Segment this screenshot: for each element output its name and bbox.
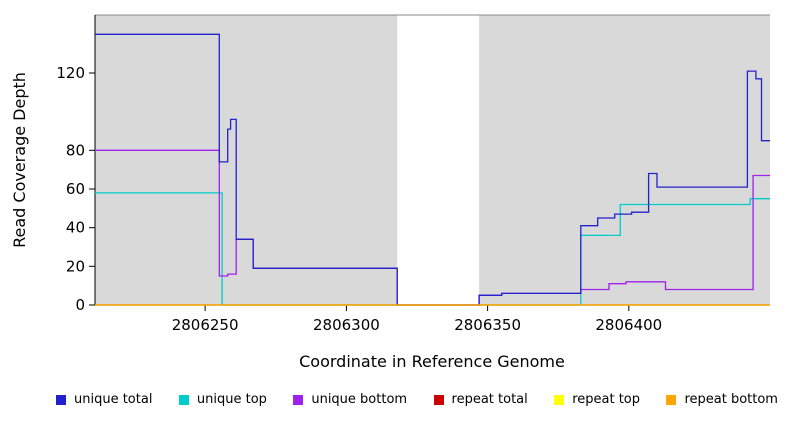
legend-item-repeat-bottom: repeat bottom	[666, 392, 778, 407]
legend-label: repeat top	[572, 392, 640, 407]
legend-swatch-icon	[554, 394, 565, 405]
y-tick-label: 0	[75, 296, 85, 314]
coverage-gap-region	[397, 15, 480, 305]
y-tick-label: 120	[56, 64, 85, 82]
legend-item-unique-top: unique top	[178, 392, 267, 407]
legend-label: repeat total	[451, 392, 528, 407]
legend-swatch-icon	[666, 394, 677, 405]
y-tick-label: 20	[66, 257, 85, 275]
plot-layer: 2806250 2806300 2806350 2806400 0 20 40 60 80 120	[56, 14, 770, 334]
chart-legend: unique total unique top unique bottom repea…	[0, 392, 792, 407]
legend-label: unique bottom	[311, 392, 408, 407]
y-tick-label: 60	[66, 180, 85, 198]
x-tick-label: 2806350	[454, 316, 521, 334]
legend-label: repeat bottom	[684, 392, 778, 407]
legend-swatch-icon	[56, 394, 66, 405]
legend-swatch-icon	[433, 394, 444, 405]
x-tick-label: 2806400	[595, 316, 662, 334]
x-tick-label: 2806300	[313, 316, 380, 334]
series-line-unique-top	[95, 192, 770, 306]
legend-item-repeat-top: repeat top	[554, 392, 640, 407]
legend-item-repeat-total: repeat total	[433, 392, 528, 407]
x-tick-label: 2806250	[172, 316, 239, 334]
coverage-chart: 2806250 2806300 2806350 2806400 0 20 40 60 80 120…	[10, 14, 770, 371]
y-axis-label: Read Coverage Depth	[10, 72, 29, 248]
y-tick-label: 80	[66, 141, 85, 159]
legend-item-unique-total: unique total	[56, 392, 152, 407]
y-tick-label: 40	[66, 219, 85, 237]
legend-item-unique-bottom: unique bottom	[293, 392, 407, 407]
legend-label: unique total	[74, 392, 153, 407]
legend-swatch-icon	[178, 394, 189, 405]
x-axis-label: Coordinate in Reference Genome	[299, 352, 565, 371]
legend-label: unique top	[196, 392, 267, 407]
legend-swatch-icon	[293, 394, 304, 405]
series-line-unique-total	[95, 33, 770, 306]
